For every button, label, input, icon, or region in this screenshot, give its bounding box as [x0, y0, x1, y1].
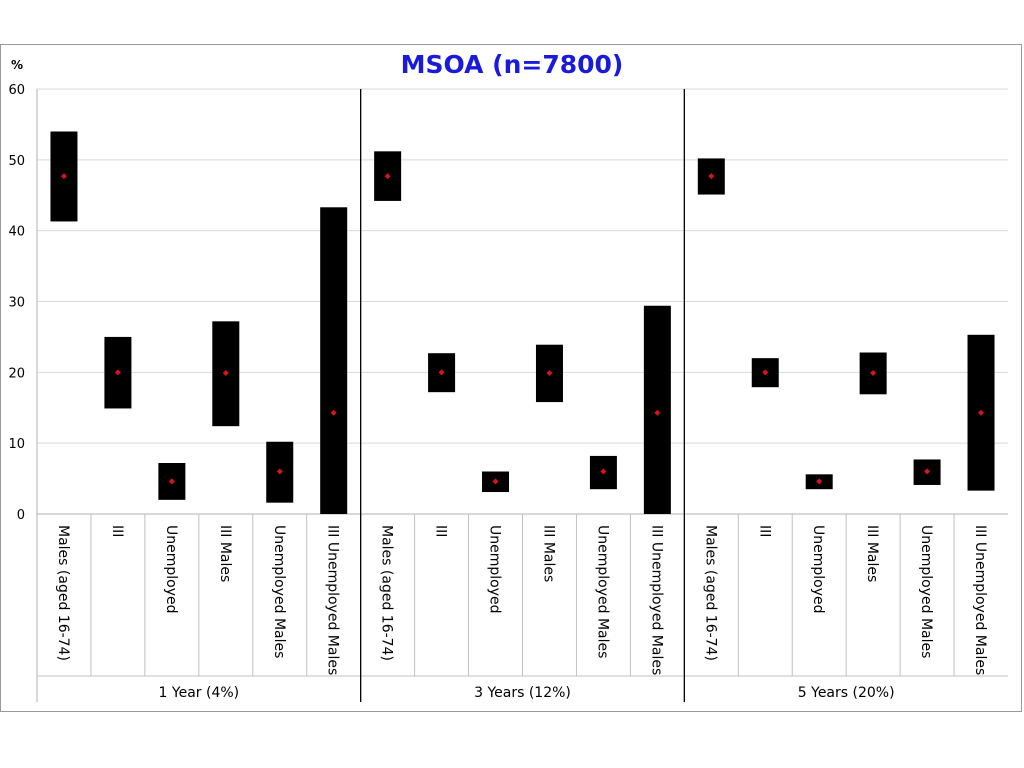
y-tick-label: 30: [8, 296, 25, 311]
mean-marker: [762, 369, 769, 376]
range-bar: [320, 207, 348, 514]
category-label: III: [756, 525, 772, 537]
mean-marker: [222, 370, 229, 377]
category-label: Unemployed: [810, 525, 826, 614]
category-label: Unemployed Males: [918, 525, 934, 658]
category-label: Unemployed: [163, 525, 179, 614]
category-label: III Unemployed Males: [972, 525, 988, 675]
y-axis-unit-label: %: [11, 58, 24, 72]
mean-marker: [330, 409, 337, 416]
y-tick-label: 50: [8, 154, 25, 169]
category-label: III Unemployed Males: [648, 525, 664, 675]
mean-marker: [114, 369, 121, 376]
chart-frame: [0, 44, 1022, 712]
mean-marker: [168, 478, 175, 485]
mean-marker: [708, 173, 715, 180]
mean-marker: [654, 409, 661, 416]
mean-marker: [816, 478, 823, 485]
y-tick-label: 10: [8, 437, 25, 452]
category-label: Unemployed Males: [271, 525, 287, 658]
category-label: III Males: [864, 525, 880, 582]
mean-marker: [870, 370, 877, 377]
chart-title: MSOA (n=7800): [400, 50, 624, 79]
category-label: III Males: [540, 525, 556, 582]
mean-marker: [384, 173, 391, 180]
mean-marker: [60, 173, 67, 180]
group-label: 5 Years (20%): [798, 685, 895, 701]
category-label: III Unemployed Males: [325, 525, 341, 675]
y-tick-label: 20: [8, 366, 25, 381]
category-label: III: [109, 525, 125, 537]
mean-marker: [276, 468, 283, 475]
category-label: Males (aged 16-74): [55, 525, 71, 661]
category-label: Unemployed Males: [594, 525, 610, 658]
category-label: III Males: [217, 525, 233, 582]
mean-marker: [978, 409, 985, 416]
category-label: III: [433, 525, 449, 537]
group-label: 1 Year (4%): [159, 685, 240, 701]
mean-marker: [546, 370, 553, 377]
mean-marker: [600, 468, 607, 475]
y-tick-label: 40: [8, 225, 25, 240]
y-tick-label: 60: [8, 83, 25, 98]
y-tick-label: 0: [17, 508, 25, 523]
category-label: Males (aged 16-74): [702, 525, 718, 661]
mean-marker: [492, 478, 499, 485]
group-label: 3 Years (12%): [474, 685, 571, 701]
mean-marker: [924, 468, 931, 475]
mean-marker: [438, 369, 445, 376]
category-label: Unemployed: [487, 525, 503, 614]
category-label: Males (aged 16-74): [379, 525, 395, 661]
